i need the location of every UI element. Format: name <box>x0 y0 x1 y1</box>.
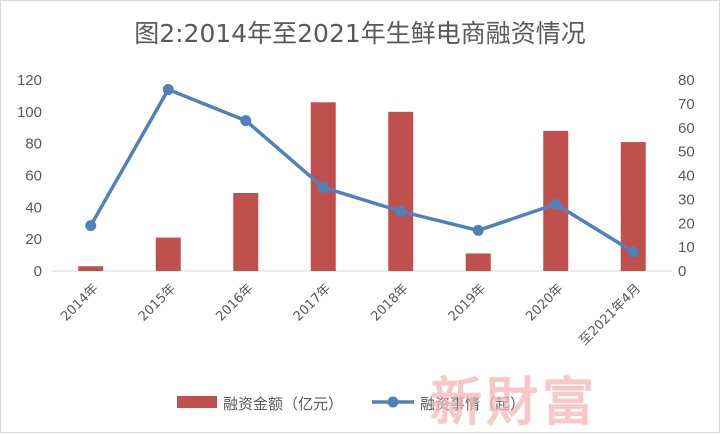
bar <box>78 266 104 271</box>
x-tick-label: 2016年 <box>213 281 256 324</box>
y-left-tick-label: 20 <box>25 231 42 248</box>
chart-title: 图2:2014年至2021年生鲜电商融资情况 <box>134 19 586 48</box>
x-tick-label: 2020年 <box>523 281 566 324</box>
line-point <box>395 205 407 217</box>
bar <box>155 237 181 271</box>
bar <box>465 253 491 271</box>
y-left-tick-label: 80 <box>25 136 42 153</box>
watermark: 新財富 <box>430 372 599 433</box>
y-right-tick-label: 70 <box>678 96 695 113</box>
legend-bar-swatch <box>177 396 217 408</box>
y-axis-right: 0 10 20 30 40 50 60 70 80 <box>678 72 695 280</box>
bar <box>233 193 259 271</box>
x-tick-label: 2017年 <box>291 281 334 324</box>
y-left-tick-label: 60 <box>25 168 42 185</box>
x-tick-label: 至2021年4月 <box>577 281 644 348</box>
y-left-tick-label: 0 <box>34 263 42 280</box>
line-point <box>550 198 562 210</box>
y-left-tick-label: 100 <box>17 104 42 121</box>
y-right-tick-label: 0 <box>678 263 686 280</box>
line-point <box>317 181 329 193</box>
bar-series <box>78 102 646 272</box>
line-point <box>472 224 484 236</box>
legend: 融资金额（亿元） 融资事情（起） <box>177 395 525 413</box>
legend-line-label: 融资事情（起） <box>420 395 525 413</box>
line-point <box>627 246 639 258</box>
y-right-tick-label: 20 <box>678 215 695 232</box>
line-series <box>85 84 639 258</box>
x-tick-label: 2015年 <box>136 281 179 324</box>
series-line <box>89 87 635 254</box>
y-right-tick-label: 30 <box>678 191 695 208</box>
x-axis-ticks: 2014年 2015年 2016年 2017年 2018年 2019年 2020年 至2021… <box>58 281 644 348</box>
y-right-tick-label: 80 <box>678 72 695 89</box>
line-point <box>162 84 174 96</box>
x-tick-label: 2014年 <box>58 281 101 324</box>
y-right-tick-label: 50 <box>678 144 695 161</box>
y-right-tick-label: 60 <box>678 120 695 137</box>
x-tick-label: 2018年 <box>368 281 411 324</box>
y-left-tick-label: 40 <box>25 199 42 216</box>
x-tick-label: 2019年 <box>446 281 489 324</box>
y-left-tick-label: 120 <box>17 72 42 89</box>
line-point <box>85 220 97 232</box>
y-right-tick-label: 40 <box>678 168 695 185</box>
bar <box>388 111 414 271</box>
legend-bar-label: 融资金额（亿元） <box>223 395 343 413</box>
y-axis-left: 0 20 40 60 80 100 120 <box>17 72 42 280</box>
y-right-tick-label: 10 <box>678 239 695 256</box>
legend-line-marker <box>387 396 399 408</box>
line-point <box>240 115 252 127</box>
